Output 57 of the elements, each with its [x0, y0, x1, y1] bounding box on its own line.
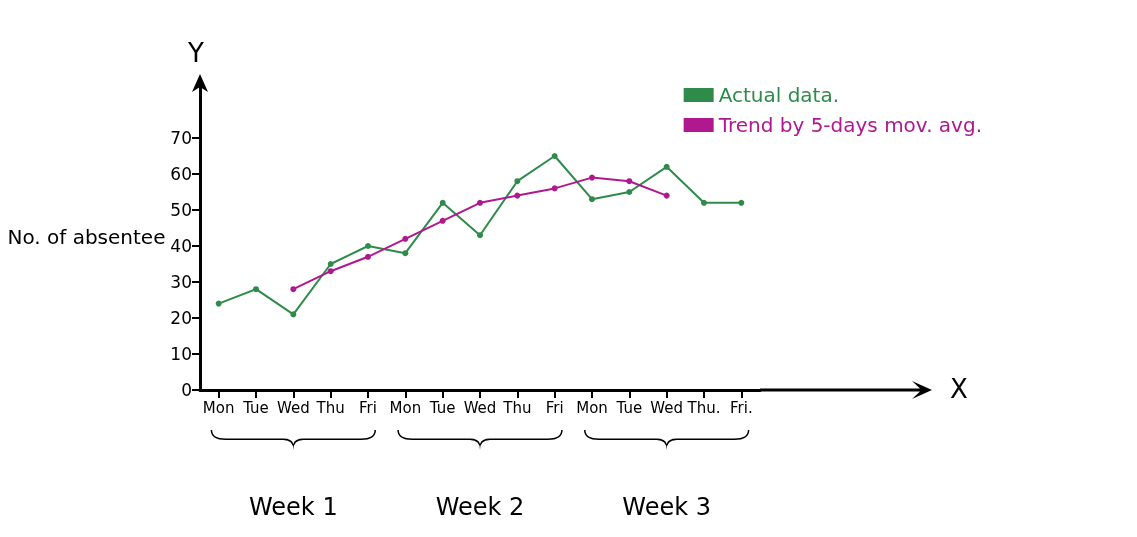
point [439, 217, 446, 224]
point [589, 174, 595, 181]
x-tick-label: Mon [576, 398, 608, 417]
point [738, 199, 745, 206]
x-tick-label: Mon [202, 398, 235, 417]
x-tick-label: Fri [359, 398, 377, 417]
point [215, 300, 222, 307]
y-tick-label: 0 [181, 380, 192, 400]
x-tick-label: Tue [615, 398, 643, 417]
point [402, 250, 409, 257]
y-axis-title: No. of absentee [7, 225, 166, 249]
x-tick-label: Thu. [686, 398, 721, 417]
legend-label: Actual data. [718, 83, 840, 107]
point [290, 311, 297, 318]
y-tick-label: 30 [170, 272, 192, 292]
point [327, 268, 334, 275]
x-tick-label: Fri. [730, 398, 753, 417]
point [365, 253, 371, 260]
point [327, 261, 334, 267]
y-tick-label: 40 [170, 236, 192, 256]
x-tick-label: Tue [428, 398, 456, 417]
text: X [950, 374, 968, 404]
x-tick-label: Tue [242, 398, 269, 417]
point [626, 189, 633, 195]
text: Week 1 [249, 493, 338, 521]
y-tick-label: 60 [170, 164, 192, 184]
y-tick-label: 50 [170, 200, 192, 220]
point [477, 199, 483, 206]
text: Y [187, 38, 204, 68]
text: Week 2 [435, 493, 525, 521]
point [551, 153, 558, 159]
point [439, 199, 446, 206]
y-tick-label: 10 [170, 344, 192, 364]
point [253, 286, 259, 293]
point [477, 232, 483, 239]
x-tick-label: Thu [315, 398, 345, 417]
point [514, 178, 521, 185]
point [551, 185, 558, 192]
legend-label: Trend by 5-days mov. avg. [717, 113, 983, 137]
x-tick-label: Thu [502, 398, 532, 417]
x-tick-label: Wed [650, 398, 684, 417]
point [663, 163, 670, 170]
text: Week 3 [622, 493, 711, 521]
x-tick-label: Mon [389, 398, 422, 417]
point [663, 192, 670, 199]
x-tick-label: Wed [276, 398, 310, 417]
x-tick-label: Fri [545, 398, 564, 417]
point [514, 192, 521, 199]
point [589, 196, 595, 203]
point [626, 178, 633, 185]
point [402, 235, 409, 242]
x-tick-label: Wed [463, 398, 497, 417]
point [701, 199, 707, 206]
y-tick-label: 70 [170, 128, 192, 148]
point [365, 243, 371, 249]
y-tick-label: 20 [170, 308, 192, 328]
point [290, 286, 297, 293]
